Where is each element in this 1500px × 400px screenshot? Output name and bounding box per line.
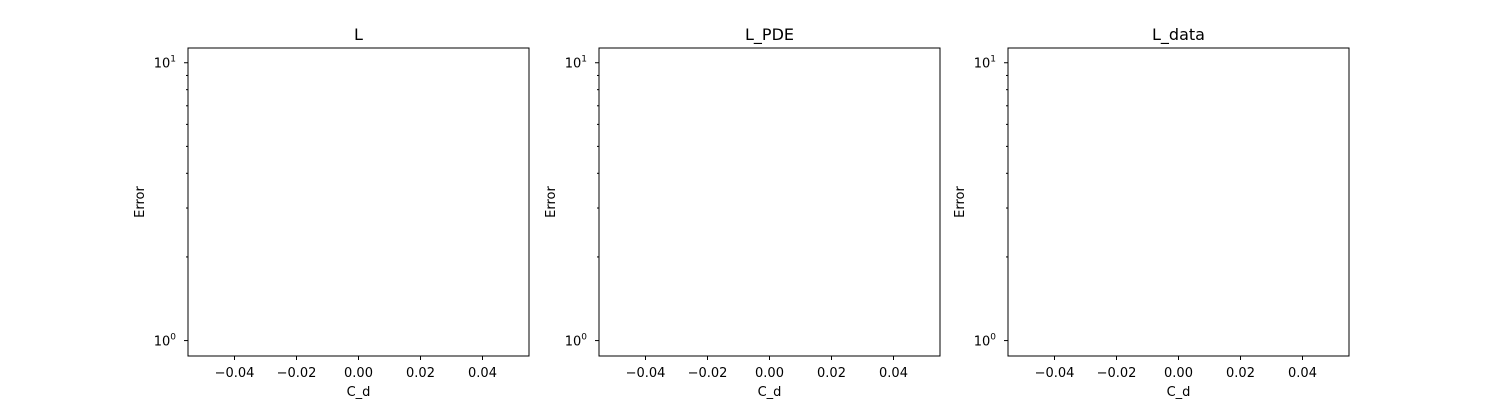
x-tick-label: 0.04 (1288, 366, 1317, 381)
y-tick-base: 10 (974, 335, 991, 350)
x-tick-label: −0.02 (688, 366, 728, 381)
x-tick-label: 0.00 (755, 366, 784, 381)
plot-area (187, 47, 530, 357)
x-axis-label: C_d (347, 385, 371, 400)
y-tick-label: 101 (154, 55, 176, 72)
x-tick-label: −0.04 (1035, 366, 1075, 381)
y-tick-exponent: 1 (581, 55, 587, 65)
y-tick-exponent: 0 (990, 333, 996, 343)
x-tick-label: 0.02 (406, 366, 435, 381)
y-axis-label: Error (544, 186, 559, 218)
x-tick-label: 0.02 (1226, 366, 1255, 381)
subplot-title: L (354, 25, 363, 44)
y-tick-exponent: 1 (990, 55, 996, 65)
y-tick-exponent: 0 (170, 333, 176, 343)
subplot-title: L_PDE (745, 25, 794, 45)
y-tick-exponent: 0 (581, 333, 587, 343)
y-tick-base: 10 (974, 57, 991, 72)
y-tick-base: 10 (565, 335, 582, 350)
x-axis-label: C_d (758, 385, 782, 400)
subplot-title: L_data (1152, 25, 1205, 45)
y-tick-base: 10 (154, 57, 171, 72)
plot-area (1007, 47, 1350, 357)
y-tick-label: 101 (565, 55, 587, 72)
x-tick-label: 0.00 (1164, 366, 1193, 381)
x-tick-label: −0.02 (277, 366, 317, 381)
x-tick-label: 0.04 (879, 366, 908, 381)
x-axis-label: C_d (1167, 385, 1191, 400)
y-tick-label: 100 (154, 333, 177, 350)
x-tick-label: 0.00 (344, 366, 373, 381)
x-tick-label: 0.02 (817, 366, 846, 381)
x-tick-label: 0.04 (468, 366, 497, 381)
x-tick-label: −0.04 (215, 366, 255, 381)
x-tick-label: −0.02 (1097, 366, 1137, 381)
y-tick-label: 100 (565, 333, 588, 350)
x-tick-label: −0.04 (626, 366, 666, 381)
y-tick-base: 10 (565, 57, 582, 72)
y-axis-label: Error (953, 186, 968, 218)
plot-area (598, 47, 941, 357)
y-tick-label: 101 (974, 55, 996, 72)
y-axis-label: Error (133, 186, 148, 218)
y-tick-exponent: 1 (170, 55, 176, 65)
y-tick-label: 100 (974, 333, 997, 350)
y-tick-base: 10 (154, 335, 171, 350)
